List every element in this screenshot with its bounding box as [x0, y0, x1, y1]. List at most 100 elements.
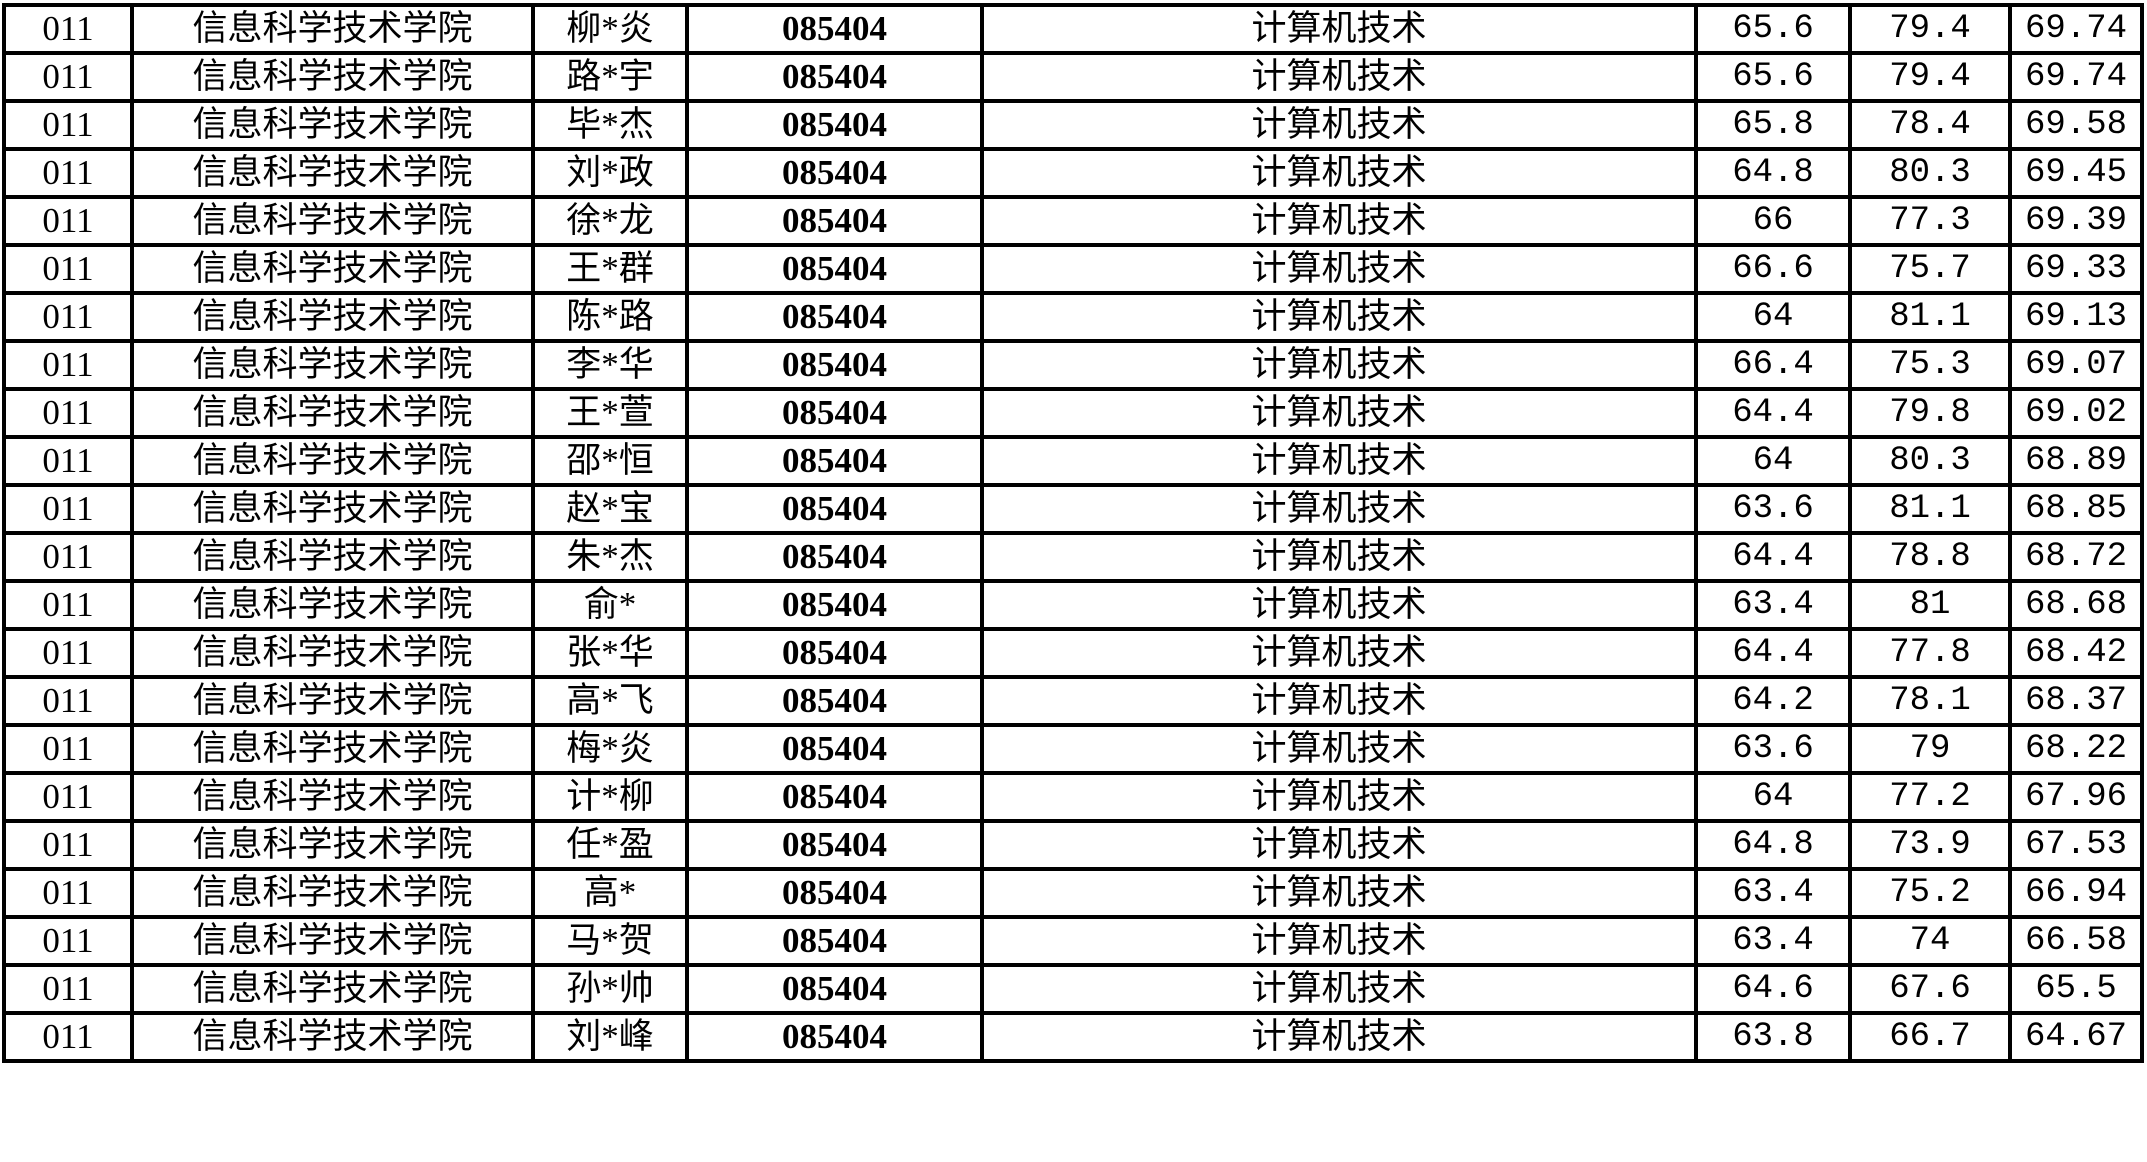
- preliminary-score-cell: 66.6: [1694, 243, 1852, 295]
- unit-code-cell: 011: [2, 771, 134, 823]
- unit-code-cell: 011: [2, 243, 134, 295]
- unit-code-cell: 011: [2, 915, 134, 967]
- unit-code-cell: 011: [2, 339, 134, 391]
- preliminary-score-cell: 63.4: [1694, 915, 1852, 967]
- major-code-cell: 085404: [685, 387, 984, 439]
- table-row: 011 信息科学技术学院 赵*宝 085404 计算机技术 63.6 81.1 68.85: [2, 483, 2144, 535]
- name-cell: 孙*帅: [531, 963, 689, 1015]
- college-cell: 信息科学技术学院: [130, 675, 535, 727]
- table-row: 011 信息科学技术学院 毕*杰 085404 计算机技术 65.8 78.4 69.58: [2, 99, 2144, 151]
- total-score-cell: 68.42: [2008, 627, 2144, 679]
- college-cell: 信息科学技术学院: [130, 627, 535, 679]
- name-cell: 俞*: [531, 579, 689, 631]
- major-code-cell: 085404: [685, 243, 984, 295]
- name-cell: 任*盈: [531, 819, 689, 871]
- preliminary-score-cell: 65.8: [1694, 99, 1852, 151]
- unit-code-cell: 011: [2, 675, 134, 727]
- preliminary-score-cell: 64: [1694, 771, 1852, 823]
- major-name-cell: 计算机技术: [980, 1011, 1698, 1063]
- preliminary-score-cell: 63.4: [1694, 867, 1852, 919]
- total-score-cell: 69.33: [2008, 243, 2144, 295]
- preliminary-score-cell: 64.8: [1694, 147, 1852, 199]
- college-cell: 信息科学技术学院: [130, 147, 535, 199]
- unit-code-cell: 011: [2, 867, 134, 919]
- name-cell: 刘*政: [531, 147, 689, 199]
- major-code-cell: 085404: [685, 963, 984, 1015]
- total-score-cell: 69.74: [2008, 3, 2144, 55]
- total-score-cell: 69.45: [2008, 147, 2144, 199]
- college-cell: 信息科学技术学院: [130, 867, 535, 919]
- retest-score-cell: 66.7: [1848, 1011, 2012, 1063]
- major-name-cell: 计算机技术: [980, 51, 1698, 103]
- total-score-cell: 68.85: [2008, 483, 2144, 535]
- unit-code-cell: 011: [2, 51, 134, 103]
- college-cell: 信息科学技术学院: [130, 531, 535, 583]
- unit-code-cell: 011: [2, 3, 134, 55]
- major-code-cell: 085404: [685, 3, 984, 55]
- name-cell: 徐*龙: [531, 195, 689, 247]
- major-name-cell: 计算机技术: [980, 627, 1698, 679]
- major-name-cell: 计算机技术: [980, 963, 1698, 1015]
- retest-score-cell: 80.3: [1848, 147, 2012, 199]
- total-score-cell: 64.67: [2008, 1011, 2144, 1063]
- major-code-cell: 085404: [685, 339, 984, 391]
- preliminary-score-cell: 64.4: [1694, 627, 1852, 679]
- major-code-cell: 085404: [685, 99, 984, 151]
- major-name-cell: 计算机技术: [980, 819, 1698, 871]
- retest-score-cell: 81.1: [1848, 483, 2012, 535]
- college-cell: 信息科学技术学院: [130, 243, 535, 295]
- table-row: 011 信息科学技术学院 朱*杰 085404 计算机技术 64.4 78.8 68.72: [2, 531, 2144, 583]
- retest-score-cell: 75.7: [1848, 243, 2012, 295]
- name-cell: 路*宇: [531, 51, 689, 103]
- unit-code-cell: 011: [2, 579, 134, 631]
- preliminary-score-cell: 64: [1694, 291, 1852, 343]
- name-cell: 赵*宝: [531, 483, 689, 535]
- major-name-cell: 计算机技术: [980, 3, 1698, 55]
- name-cell: 计*柳: [531, 771, 689, 823]
- preliminary-score-cell: 63.6: [1694, 483, 1852, 535]
- table-row: 011 信息科学技术学院 刘*政 085404 计算机技术 64.8 80.3 69.45: [2, 147, 2144, 199]
- table-row: 011 信息科学技术学院 高* 085404 计算机技术 63.4 75.2 66.94: [2, 867, 2144, 919]
- major-code-cell: 085404: [685, 291, 984, 343]
- major-name-cell: 计算机技术: [980, 771, 1698, 823]
- retest-score-cell: 81.1: [1848, 291, 2012, 343]
- retest-score-cell: 78.1: [1848, 675, 2012, 727]
- preliminary-score-cell: 63.8: [1694, 1011, 1852, 1063]
- college-cell: 信息科学技术学院: [130, 819, 535, 871]
- total-score-cell: 65.5: [2008, 963, 2144, 1015]
- table-row: 011 信息科学技术学院 邵*恒 085404 计算机技术 64 80.3 68.89: [2, 435, 2144, 487]
- total-score-cell: 68.72: [2008, 531, 2144, 583]
- college-cell: 信息科学技术学院: [130, 963, 535, 1015]
- college-cell: 信息科学技术学院: [130, 387, 535, 439]
- major-code-cell: 085404: [685, 1011, 984, 1063]
- name-cell: 马*贺: [531, 915, 689, 967]
- preliminary-score-cell: 64.2: [1694, 675, 1852, 727]
- major-code-cell: 085404: [685, 195, 984, 247]
- table-row: 011 信息科学技术学院 王*群 085404 计算机技术 66.6 75.7 69.33: [2, 243, 2144, 295]
- total-score-cell: 69.07: [2008, 339, 2144, 391]
- unit-code-cell: 011: [2, 531, 134, 583]
- total-score-cell: 66.94: [2008, 867, 2144, 919]
- major-name-cell: 计算机技术: [980, 915, 1698, 967]
- unit-code-cell: 011: [2, 483, 134, 535]
- major-code-cell: 085404: [685, 723, 984, 775]
- college-cell: 信息科学技术学院: [130, 3, 535, 55]
- major-name-cell: 计算机技术: [980, 531, 1698, 583]
- name-cell: 高*飞: [531, 675, 689, 727]
- table-row: 011 信息科学技术学院 高*飞 085404 计算机技术 64.2 78.1 68.37: [2, 675, 2144, 727]
- unit-code-cell: 011: [2, 99, 134, 151]
- table-row: 011 信息科学技术学院 徐*龙 085404 计算机技术 66 77.3 69.39: [2, 195, 2144, 247]
- major-name-cell: 计算机技术: [980, 435, 1698, 487]
- table-row: 011 信息科学技术学院 任*盈 085404 计算机技术 64.8 73.9 67.53: [2, 819, 2144, 871]
- major-name-cell: 计算机技术: [980, 483, 1698, 535]
- preliminary-score-cell: 65.6: [1694, 3, 1852, 55]
- retest-score-cell: 73.9: [1848, 819, 2012, 871]
- name-cell: 李*华: [531, 339, 689, 391]
- name-cell: 朱*杰: [531, 531, 689, 583]
- name-cell: 毕*杰: [531, 99, 689, 151]
- college-cell: 信息科学技术学院: [130, 51, 535, 103]
- total-score-cell: 67.96: [2008, 771, 2144, 823]
- major-code-cell: 085404: [685, 51, 984, 103]
- retest-score-cell: 77.2: [1848, 771, 2012, 823]
- college-cell: 信息科学技术学院: [130, 579, 535, 631]
